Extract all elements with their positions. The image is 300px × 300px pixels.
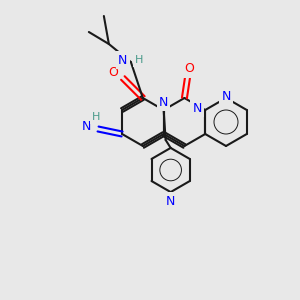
- Text: N: N: [81, 121, 91, 134]
- Text: N: N: [166, 195, 175, 208]
- Text: H: H: [92, 112, 100, 122]
- Text: N: N: [118, 53, 128, 67]
- Text: O: O: [184, 62, 194, 76]
- Text: N: N: [221, 91, 231, 103]
- Text: N: N: [193, 101, 202, 115]
- Text: H: H: [135, 55, 143, 65]
- Text: N: N: [159, 95, 168, 109]
- Text: O: O: [108, 67, 118, 80]
